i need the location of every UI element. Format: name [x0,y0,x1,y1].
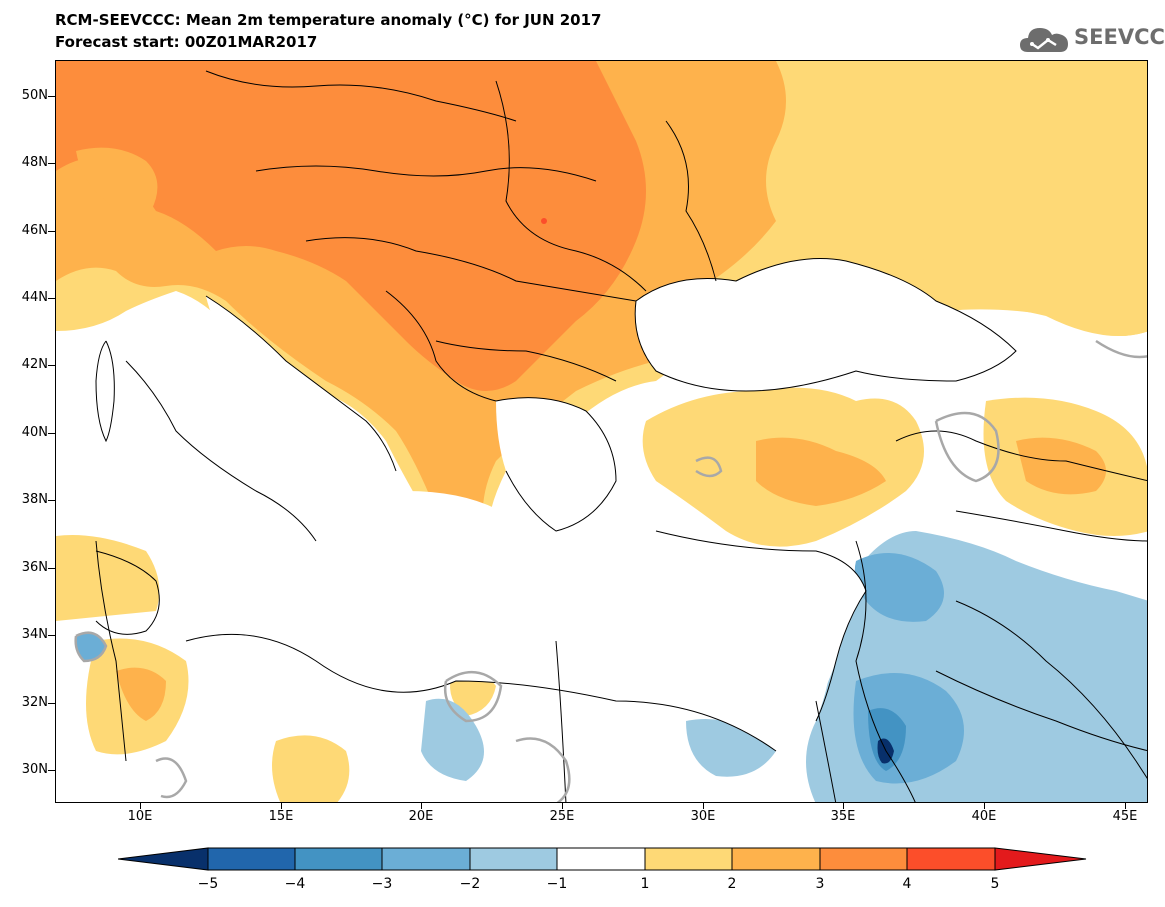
anomaly-spot-4to5 [541,218,547,224]
colorbar-label: −2 [459,876,481,892]
anomaly-area-minus1-tunisia [75,632,106,661]
colorbar-label: 3 [815,876,825,892]
lat-tick [48,163,55,164]
lat-tick [48,231,55,232]
colorbar-segment-3-4 [819,847,908,871]
lon-label: 10E [127,809,153,824]
colorbar-label: −1 [546,876,568,892]
lat-tick [48,703,55,704]
anomaly-area-2to3-italy [76,147,158,215]
lat-tick [48,433,55,434]
sea-mediterranean [183,491,866,751]
seevccc-logo: SEEVCCC [1018,22,1165,56]
colorbar-segment-2-3 [731,847,821,871]
lat-label: 32N [21,695,48,710]
map-canvas [56,61,1147,802]
lon-tick [562,803,563,809]
anomaly-area-minus2-levant [854,553,944,622]
colorbar-segment-minus3-minus2 [381,847,471,871]
lat-tick [48,635,55,636]
colorbar-segment-below-minus5 [118,847,209,871]
lat-tick [48,500,55,501]
lon-tick [1125,803,1126,809]
colorbar-label: −3 [371,876,393,892]
colorbar-segment-above-5 [994,847,1087,871]
colorbar-label: 4 [902,876,912,892]
anomaly-map [55,60,1148,803]
colorbar-segment-4-5 [906,847,996,871]
lon-label: 40E [971,809,997,824]
lon-label: 15E [268,809,294,824]
lon-tick [281,803,282,809]
lat-label: 44N [21,290,48,305]
lon-tick [843,803,844,809]
lon-label: 25E [549,809,575,824]
lon-label: 30E [690,809,716,824]
sea-adriatic [206,296,396,471]
colorbar-segment-1-2 [644,847,733,871]
lat-label: 40N [21,425,48,440]
sea-black [635,258,1016,391]
lat-label: 38N [21,492,48,507]
anomaly-area-1to2-east [776,61,1147,336]
anomaly-area-1to2-libya-coast [450,672,496,716]
colorbar-label: 1 [640,876,650,892]
zero-contours [74,339,1147,802]
lon-tick [421,803,422,809]
sea-aegean [496,397,616,531]
lon-label: 20E [408,809,434,824]
colorbar-label: 5 [990,876,1000,892]
anomaly-area-1to2-tunisia [56,535,160,621]
colorbar-segment-minus5-minus4 [207,847,296,871]
sea-tyrrhenian [121,361,316,575]
logo-text: SEEVCCC [1074,25,1165,49]
lat-tick [48,365,55,366]
chart-subtitle: Forecast start: 00Z01MAR2017 [55,33,318,51]
chart-title: RCM-SEEVCCC: Mean 2m temperature anomaly… [55,11,602,29]
lon-tick [140,803,141,809]
lat-label: 36N [21,560,48,575]
cloud-icon [1020,28,1068,52]
lat-label: 46N [21,223,48,238]
lat-tick [48,568,55,569]
anomaly-area-2to3-libya [116,667,166,721]
colorbar-segment-minus1-1 [556,847,646,871]
colorbar-label: −5 [197,876,219,892]
colorbar [118,847,1087,871]
lon-label: 35E [830,809,856,824]
anomaly-area-1to2-libya-south [272,735,350,802]
lat-label: 34N [21,627,48,642]
lat-label: 30N [21,762,48,777]
lon-tick [703,803,704,809]
lat-label: 42N [21,357,48,372]
anomaly-area-minus1-libya-east [421,698,484,781]
colorbar-segment-minus2-minus1 [469,847,558,871]
colorbar-label: −4 [284,876,306,892]
lon-label: 45E [1112,809,1138,824]
colorbar-label: 2 [727,876,737,892]
lat-label: 50N [21,88,48,103]
lat-label: 48N [21,155,48,170]
country-borders [95,70,1147,802]
coastlines [95,258,1017,752]
anomaly-area-3to4-core [56,61,646,391]
anomaly-area-2to3-anatolia [756,437,886,506]
lon-tick [984,803,985,809]
lat-tick [48,298,55,299]
anomaly-area-2to3-caucasus [1016,437,1106,495]
lat-tick [48,770,55,771]
colorbar-segment-minus4-minus3 [294,847,383,871]
lat-tick [48,96,55,97]
